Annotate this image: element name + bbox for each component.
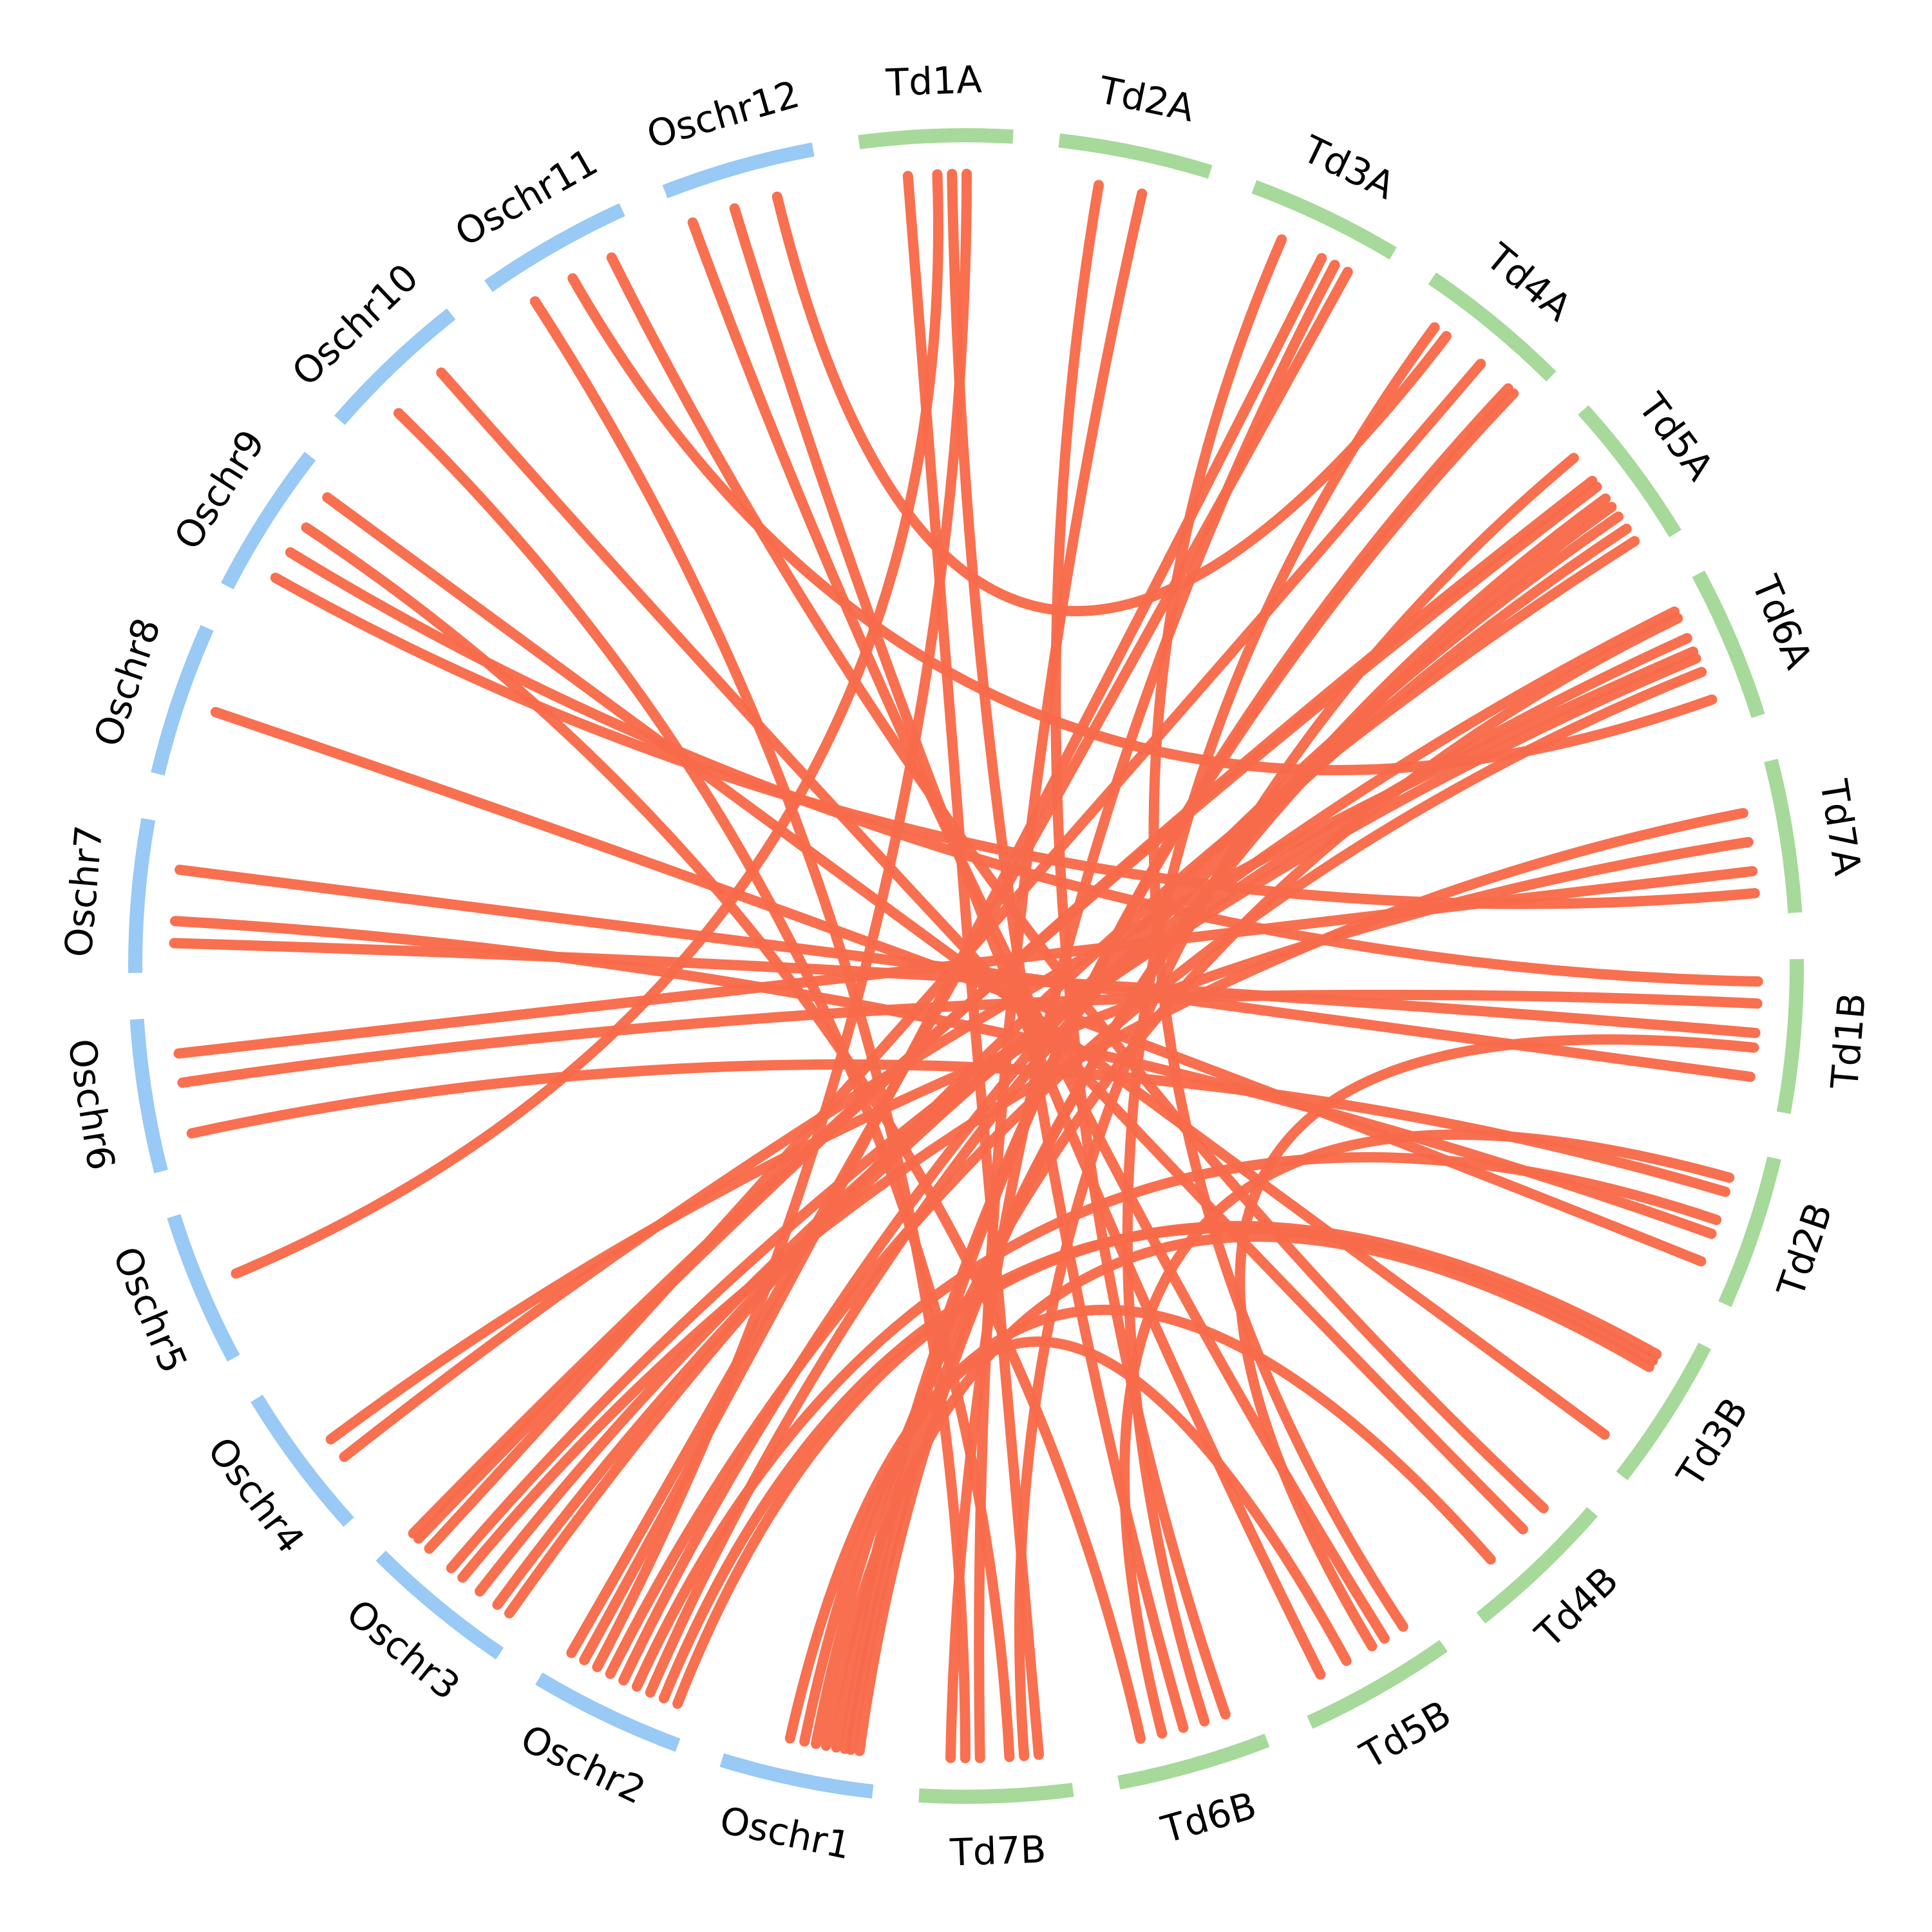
synteny-link [1014,453,1579,1761]
segment-td3a [1251,180,1397,260]
chromosome-segments [128,128,1804,1804]
synteny-link [974,188,1148,1763]
segment-td1a [858,128,1014,149]
segment-td6a [1692,570,1765,718]
segment-oschr8 [151,625,214,776]
synteny-link [1119,1130,1735,1739]
synteny-link [772,191,1452,616]
segment-oschr5 [167,1214,240,1362]
synteny-link [687,217,1390,1644]
segment-td2a [1058,133,1213,179]
label-td6b: Td6B [1156,1783,1261,1852]
segment-oschr9 [221,451,316,590]
segment-oschr2 [535,1672,681,1752]
segment-td2b [1718,1156,1781,1307]
label-td7a: Td7A [1812,776,1870,878]
synteny-link [729,203,1326,1680]
synteny-link [945,260,1340,1763]
label-oschr11: Oschr11 [448,140,605,255]
segment-td4b [1476,1507,1598,1624]
synteny-link [169,916,1717,1239]
label-td5b: Td5B [1352,1692,1458,1777]
segment-td3b [1616,1342,1711,1481]
label-td3a: Td3A [1296,127,1402,208]
label-td1b: Td1B [1823,991,1874,1091]
segment-td6b [1117,1734,1270,1790]
segment-oschr4 [251,1394,354,1527]
segment-oschr12 [662,142,815,198]
segment-td7b [918,1783,1074,1804]
segment-oschr11 [484,203,625,292]
synteny-link [529,296,971,1763]
segment-td5a [1578,405,1681,538]
synteny-link [177,989,1763,1088]
label-oschr7: Oschr7 [56,824,111,959]
synteny-link [339,646,1699,1463]
synteny-link [1122,322,1440,1727]
segment-oschr10 [334,308,456,425]
synteny-link [799,1336,1352,1747]
label-td2a: Td2A [1095,68,1198,130]
synteny-links [169,169,1763,1763]
synteny-link [902,171,1044,1760]
synteny-link [270,573,1760,909]
label-oschr1: Oschr1 [716,1798,855,1868]
label-oschr8: Oschr8 [85,612,169,752]
label-td2b: Td2B [1768,1197,1841,1303]
segment-td5b [1307,1640,1448,1729]
segment-td1b [1776,959,1804,1114]
label-td7b: Td7B [949,1827,1046,1874]
segment-oschr3 [375,1550,504,1660]
label-td3b: Td3B [1668,1390,1757,1495]
synteny-link [210,706,1707,1267]
label-oschr6: Oschr6 [59,1036,123,1173]
segment-oschr6 [129,1019,168,1173]
segment-oschr1 [719,1753,874,1799]
segment-oschr7 [128,818,156,973]
label-td6a: Td6A [1743,569,1821,675]
segment-td4a [1428,272,1557,382]
synteny-link [1235,1034,1759,1652]
label-oschr10: Oschr10 [283,255,426,394]
label-td1a: Td1A [885,57,983,104]
segment-td7a [1764,759,1803,913]
label-oschr12: Oschr12 [642,72,804,157]
